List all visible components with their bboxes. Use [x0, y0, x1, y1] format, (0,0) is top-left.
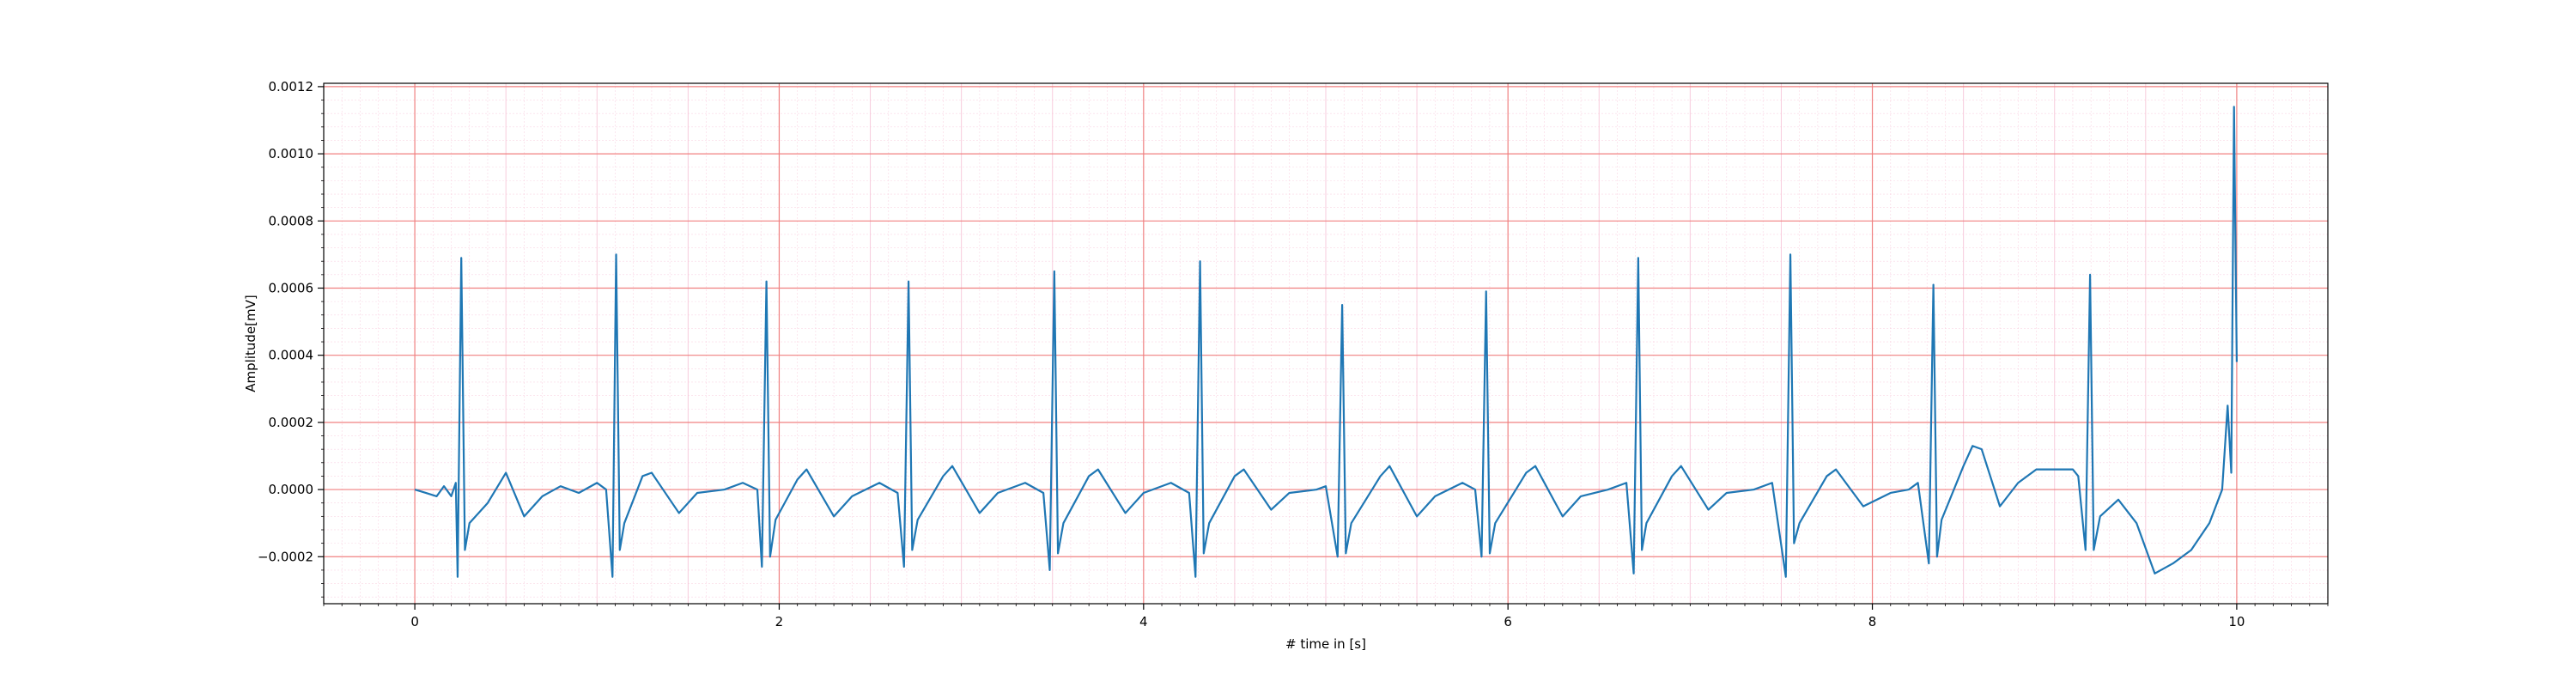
y-tick-label: 0.0006 [269, 280, 314, 295]
x-axis-label: # time in [s] [1285, 636, 1366, 652]
y-axis-label: Amplitude[mV] [243, 295, 258, 392]
ecg-series-line [414, 106, 2239, 578]
minor-grid [323, 83, 2329, 604]
series-layer [414, 106, 2239, 578]
y-tick-label: 0.0004 [269, 348, 314, 363]
y-tick-label: 0.0010 [269, 146, 314, 161]
x-tick-label: 8 [1868, 614, 1877, 629]
y-axis: −0.0002 0.0000 0.0002 0.0004 0.0006 0.0008 0.0… [258, 79, 324, 598]
y-tick-label: 0.0008 [269, 213, 314, 228]
y-tick-label: 0.0002 [269, 415, 314, 430]
y-tick-label: 0.0012 [269, 79, 314, 94]
x-tick-label: 2 [775, 614, 784, 629]
y-tick-label: −0.0002 [258, 549, 313, 564]
x-tick-label: 6 [1504, 614, 1512, 629]
x-tick-label: 4 [1139, 614, 1148, 629]
y-tick-label: 0.0000 [269, 482, 314, 497]
x-tick-label: 0 [410, 614, 419, 629]
x-tick-label: 10 [2228, 614, 2245, 629]
x-axis: 0 2 4 6 8 10 [323, 604, 2329, 629]
